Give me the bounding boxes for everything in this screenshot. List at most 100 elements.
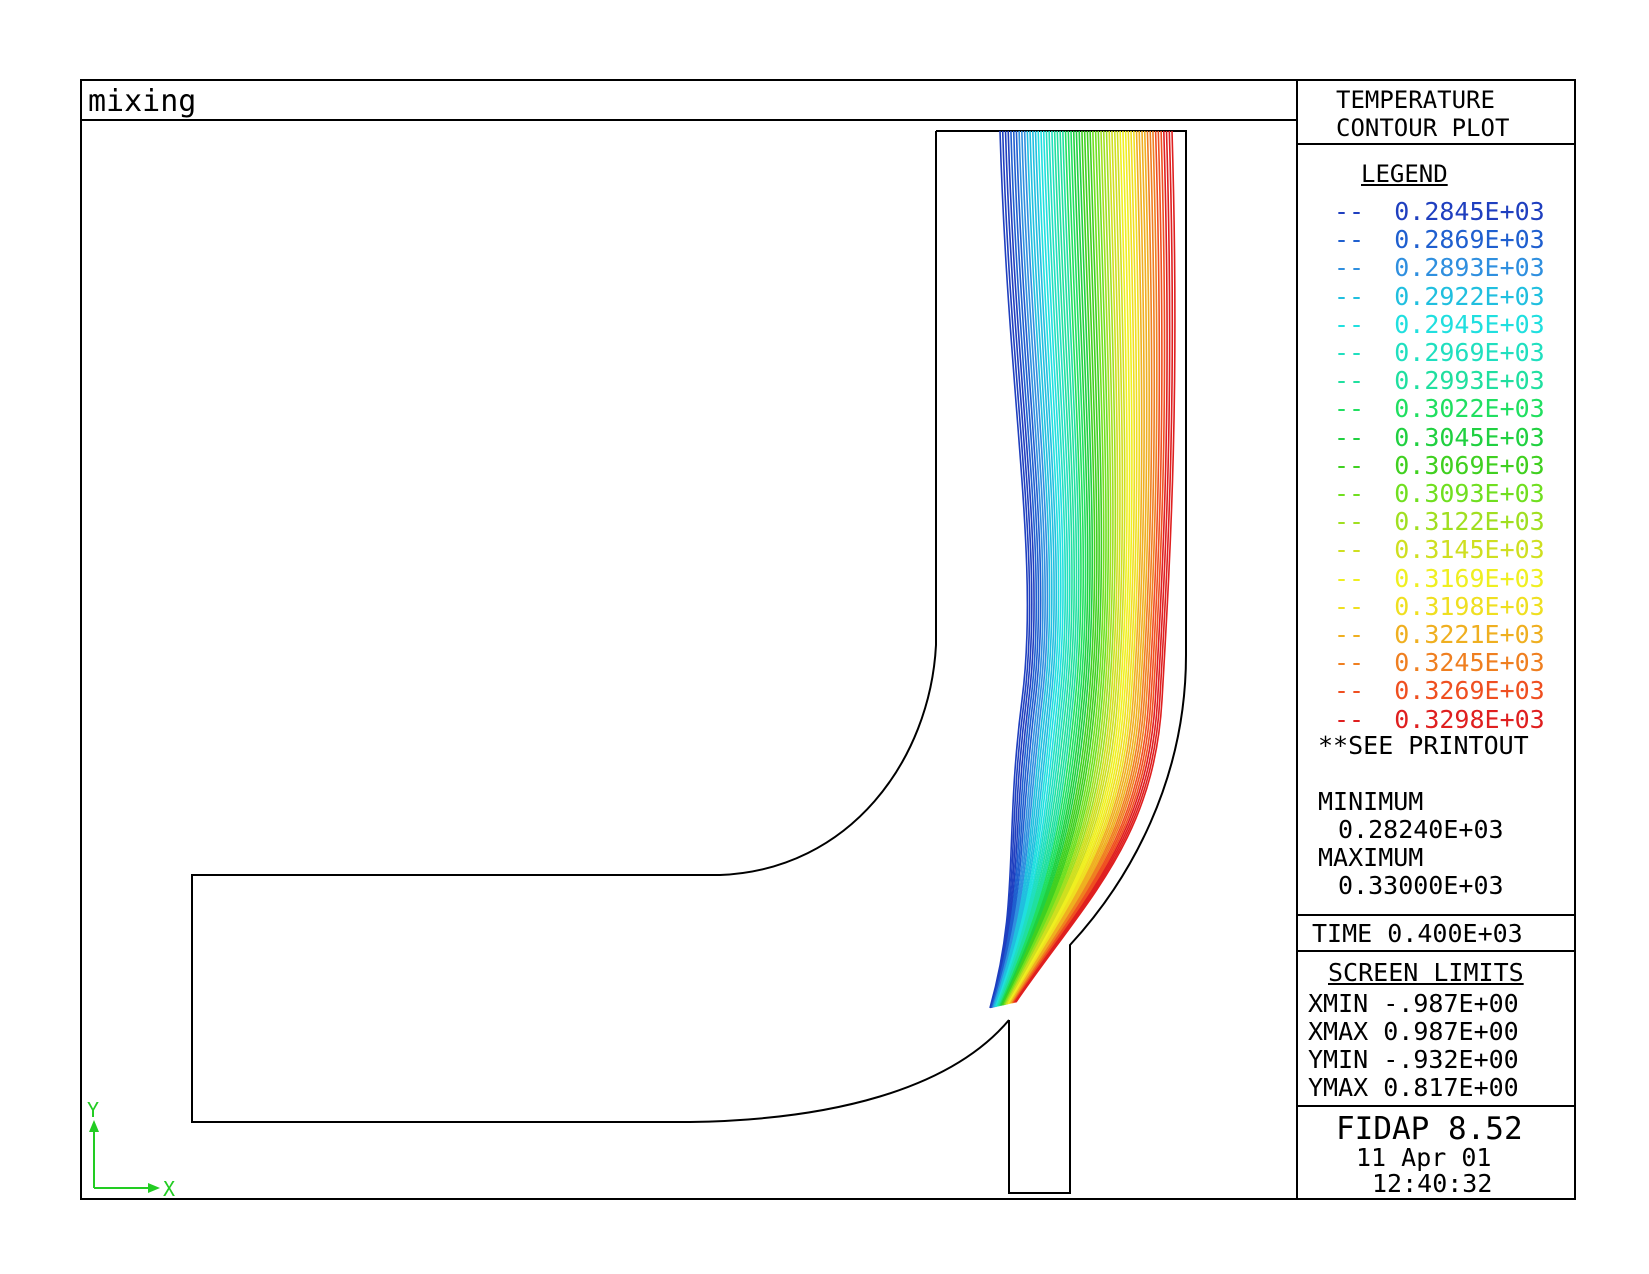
legend-entry-dash: -- [1334,366,1365,396]
time-bottom-rule [1296,950,1576,952]
x-axis-arrowhead [148,1183,160,1193]
legend-entry-value: 0.3093E+03 [1394,479,1545,508]
legend-entry-value: 0.3145E+03 [1394,535,1545,565]
contour-line [999,130,1087,1006]
xmin-readout: XMIN -.987E+00 [1308,989,1519,1018]
panel-header-rule [1296,143,1576,145]
contour-line [1006,130,1126,1005]
minimum-label: MINIMUM [1318,787,1424,816]
contour-line [995,130,1062,1007]
legend-entry-value: 0.3169E+03 [1394,563,1545,593]
contour-line [992,130,1044,1008]
legend-entry-value: 0.3022E+03 [1394,394,1545,424]
legend-entry: -- 0.2893E+03 [1334,253,1545,282]
axis-triad: Y X [87,1098,175,1201]
legend-entry-value: 0.2945E+03 [1394,309,1545,339]
legend-entry-dash: -- [1334,535,1365,565]
contour-line [1010,130,1145,1004]
legend-entry-value: 0.2993E+03 [1394,366,1545,396]
see-printout-note: **SEE PRINTOUT [1318,731,1529,760]
temperature-contours [989,130,1176,1009]
legend-entry-dash: -- [1334,704,1365,734]
contour-line [1008,130,1133,1004]
contour-line [1007,130,1128,1005]
contour-line [1006,130,1124,1005]
legend-entry: -- 0.3145E+03 [1334,535,1545,564]
contour-line [997,130,1073,1007]
contour-line [996,130,1069,1007]
contour-line [1003,130,1105,1006]
contour-line [1005,130,1119,1005]
contour-line [999,130,1085,1006]
legend-entry: -- 0.2969E+03 [1334,338,1545,367]
contour-line [1011,130,1150,1004]
legend-entry: -- 0.2845E+03 [1334,197,1545,226]
limits-bottom-rule [1296,1105,1576,1107]
contour-line [1003,130,1107,1006]
legend-entry-dash: -- [1334,225,1365,255]
contour-line [994,130,1058,1008]
legend-entry-value: 0.2969E+03 [1394,338,1545,367]
y-axis-label: Y [87,1098,99,1122]
contour-line [1014,130,1174,1003]
legend-entry-value: 0.3198E+03 [1394,591,1545,621]
contour-line [995,130,1060,1007]
contour-line [1007,130,1131,1005]
legend-entry-value: 0.3221E+03 [1394,620,1545,649]
contour-line [1015,130,1176,1003]
legend-entry-dash: -- [1334,281,1365,311]
legend-entry: -- 0.3221E+03 [1334,620,1545,649]
plot-title: mixing [88,84,197,119]
contour-line [1012,130,1156,1004]
plot-frame [80,79,1576,1200]
contour-line [1012,130,1161,1004]
legend-entry-value: 0.2922E+03 [1394,281,1545,311]
contour-line [997,130,1076,1007]
contour-line [1010,130,1148,1004]
legend-entry-value: 0.3298E+03 [1394,704,1545,734]
legend-entry: -- 0.3198E+03 [1334,592,1545,621]
contour-line [1012,130,1158,1004]
legend-entry-value: 0.3245E+03 [1394,648,1545,678]
legend-entry: -- 0.3269E+03 [1334,676,1545,705]
contour-line [989,130,1031,1009]
contour-line [989,130,1029,1009]
contour-line [1001,130,1096,1006]
contour-line [991,130,1040,1008]
contour-line [1009,130,1143,1004]
legend-entry-value: 0.2869E+03 [1394,225,1545,255]
legend-entry-dash: -- [1334,563,1365,593]
contour-line [1005,130,1117,1005]
contour-line [990,130,1033,1009]
legend-entry-dash: -- [1334,648,1365,678]
maximum-value: 0.33000E+03 [1338,871,1504,900]
legend-entry-dash: -- [1334,507,1365,537]
x-axis-label: X [163,1177,175,1201]
legend-entry: -- 0.2945E+03 [1334,310,1545,339]
contour-line [1000,130,1091,1006]
xmax-readout: XMAX 0.987E+00 [1308,1017,1519,1046]
contour-line [992,130,1046,1008]
contour-line [1011,130,1153,1004]
legend-entry: -- 0.2922E+03 [1334,282,1545,311]
legend-entry-value: 0.3045E+03 [1394,422,1545,452]
legend-entry-value: 0.2893E+03 [1394,253,1545,283]
contour-line [1009,130,1138,1004]
legend-entry: -- 0.3122E+03 [1334,507,1545,536]
screen-limits-title: SCREEN LIMITS [1328,958,1524,987]
legend-entry: -- 0.3245E+03 [1334,648,1545,677]
legend-entry-dash: -- [1334,676,1365,706]
legend-entry: -- 0.2869E+03 [1334,225,1545,254]
contour-line [1004,130,1112,1005]
contour-line [1013,130,1166,1003]
contour-line [990,130,1035,1008]
contour-line [991,130,1042,1008]
contour-line [1002,130,1098,1006]
contour-line [1008,130,1136,1004]
contour-line [1002,130,1100,1006]
legend-entry-dash: -- [1334,338,1365,367]
contour-line [1002,130,1103,1006]
legend-entry-dash: -- [1334,479,1365,508]
legend-entry-value: 0.3069E+03 [1394,450,1545,480]
